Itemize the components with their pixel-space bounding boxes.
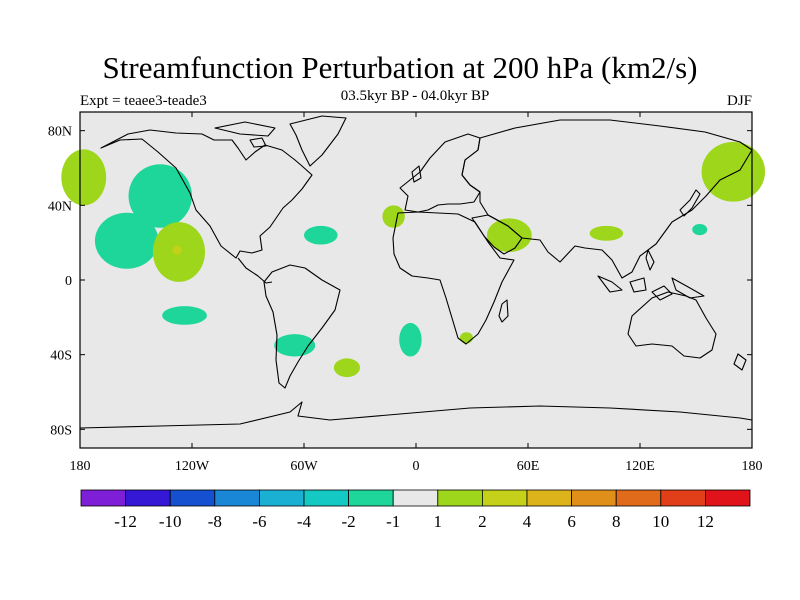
region-south-pacific-negative xyxy=(162,306,207,325)
colorbar-label: -10 xyxy=(159,512,182,531)
region-north-pacific-west-negative xyxy=(692,224,708,236)
y-tick-label: 80S xyxy=(50,423,72,438)
colorbar-swatch xyxy=(258,489,305,507)
y-tick-label: 80N xyxy=(48,125,72,140)
coastline-indonesia xyxy=(597,249,705,301)
colorbar-label: -12 xyxy=(114,512,137,531)
colorbar-label: -2 xyxy=(342,512,356,531)
colorbar-label: 10 xyxy=(652,512,669,531)
x-tick-label: 180 xyxy=(742,459,763,474)
coastline-japan xyxy=(679,189,701,217)
y-tick-label: 0 xyxy=(65,274,72,289)
colorbar-label: 6 xyxy=(567,512,576,531)
experiment-label: Expt = teaee3-teade3 xyxy=(80,93,207,109)
coastline-australia xyxy=(627,291,717,359)
region-arctic-pacific-positive xyxy=(61,149,107,206)
coastline-new-zealand xyxy=(733,353,747,371)
x-tick-label: 120W xyxy=(175,459,210,474)
coastline-south-america xyxy=(263,264,341,389)
region-central-atlantic-negative xyxy=(399,322,422,357)
region-south-asia-positive xyxy=(589,225,624,241)
chart-title: Streamfunction Perturbation at 200 hPa (… xyxy=(102,50,698,85)
region-mediterranean-positive xyxy=(382,205,405,228)
x-tick-label: 60W xyxy=(290,459,318,474)
region-east-siberia-positive xyxy=(701,141,766,202)
map-axes: 180 120W 60W 0 60E 120E 180 80N 40N 0 40S 80S xyxy=(48,112,763,474)
coastline-antarctica xyxy=(79,401,753,429)
colorbar-label: -6 xyxy=(252,512,266,531)
colorbar-label: -4 xyxy=(297,512,312,531)
colorbar-label: 1 xyxy=(434,512,443,531)
colorbar-labels: -12 -10 -8 -6 -4 -2 -1 1 2 4 6 8 10 12 xyxy=(114,512,714,531)
region-north-pacific-negative xyxy=(128,164,192,228)
colorbar-label: -1 xyxy=(386,512,400,531)
colorbar-swatch xyxy=(80,489,126,507)
colorbar-label: 12 xyxy=(697,512,714,531)
region-caribbean-negative xyxy=(304,225,338,245)
x-tick-label: 60E xyxy=(517,459,540,474)
map-plot: 180 120W 60W 0 60E 120E 180 80N 40N 0 40S 80S xyxy=(48,111,766,474)
colorbar-swatch xyxy=(526,489,572,507)
region-east-pacific-core-positive xyxy=(172,245,182,255)
colorbar-swatch xyxy=(437,489,483,507)
colorbar-swatch xyxy=(392,489,439,507)
y-tick-label: 40S xyxy=(50,349,72,364)
region-subtropical-pacific-negative xyxy=(94,212,159,269)
season-label: DJF xyxy=(726,93,752,109)
colorbar-label: 4 xyxy=(523,512,532,531)
coastline-asia xyxy=(461,119,753,279)
coastline-british-isles xyxy=(411,165,422,183)
coastline-greenland xyxy=(289,115,347,167)
colorbar-swatch xyxy=(169,489,216,507)
coastline-africa xyxy=(392,211,515,345)
colorbar-swatch xyxy=(125,489,171,507)
anomaly-regions xyxy=(61,141,766,378)
x-tick-label: 120E xyxy=(625,459,655,474)
colorbar-swatch xyxy=(615,489,662,507)
colorbar-label: 8 xyxy=(612,512,621,531)
colorbar-swatches xyxy=(80,489,751,507)
colorbar-swatch xyxy=(571,489,617,507)
x-tick-label: 0 xyxy=(413,459,420,474)
period-label: 03.5kyr BP - 04.0kyr BP xyxy=(340,88,490,104)
coastline-central-america xyxy=(237,257,273,284)
colorbar-label: -8 xyxy=(208,512,222,531)
colorbar-swatch xyxy=(214,489,260,507)
y-tick-label: 40N xyxy=(48,199,72,214)
colorbar-swatch xyxy=(303,489,349,507)
coastline-madagascar xyxy=(498,299,509,323)
colorbar-swatch xyxy=(348,489,394,507)
region-middle-east-positive xyxy=(486,218,532,252)
coastline-north-america xyxy=(100,129,313,259)
colorbar-swatch xyxy=(481,489,528,507)
x-tick-label: 180 xyxy=(70,459,91,474)
region-south-atlantic-positive xyxy=(333,358,360,378)
colorbar-swatch xyxy=(705,489,751,507)
colorbar-swatch xyxy=(660,489,706,507)
coastlines xyxy=(79,115,753,429)
colorbar-label: 2 xyxy=(478,512,487,531)
coastline-arctic-islands xyxy=(214,121,276,148)
